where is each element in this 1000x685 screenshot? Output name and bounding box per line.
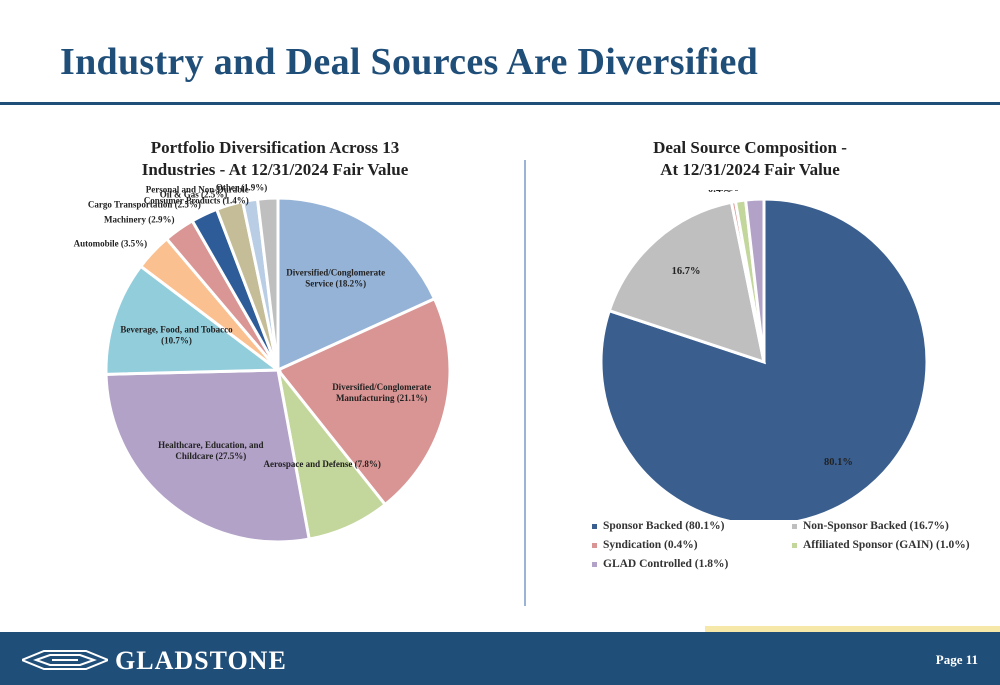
gladstone-logo-icon [22,650,108,670]
title-underline [0,102,1000,105]
deal-source-slice-4 [743,197,766,363]
industry-slice-label-1: Diversified/Conglomerate Manufacturing (2… [332,382,431,403]
legend-item-glad-controlled: GLAD Controlled (1.8%) [592,558,728,570]
industry-slice-1 [275,296,452,507]
deal-source-chart-title: Deal Source Composition - At 12/31/2024 … [575,137,925,181]
industry-slice-label-5: Automobile (3.5%) [74,238,148,248]
legend-swatch [592,542,597,548]
footer-accent-stripe [705,626,1000,632]
page-number: Page 11 [935,652,978,667]
legend-item-syndication: Syndication (0.4%) [592,539,698,551]
legend-item-affiliated-sponsor: Affiliated Sponsor (GAIN) (1.0%) [792,539,970,551]
deal-source-slice-label-1: 16.7% [672,266,701,277]
industry-slice-label-0: Diversified/Conglomerate Service (18.2%) [286,267,385,288]
deal-source-pie-chart: 80.1% 16.7% 0.4%1.0%1.8% [599,190,929,520]
industry-slice-label-4: Beverage, Food, and Tobacco (10.7%) [120,324,233,345]
deal-source-slice-label-0: 80.1% [824,457,853,468]
legend-label: Sponsor Backed (80.1%) [603,520,725,532]
legend-swatch [792,523,797,529]
industry-slice-label-10: Other (1.9%) [216,182,267,192]
deal-source-chart-title-line-2: At 12/31/2024 Fair Value [660,160,840,179]
legend-label: Affiliated Sponsor (GAIN) (1.0%) [803,539,970,551]
industry-chart-title-line-1: Portfolio Diversification Across 13 [150,138,400,157]
deal-source-slice-1 [607,200,766,365]
industry-slice-3 [104,368,311,544]
legend-label: Syndication (0.4%) [603,539,698,551]
legend-item-non-sponsor-backed: Non-Sponsor Backed (16.7%) [792,520,949,532]
legend-item-sponsor-backed: Sponsor Backed (80.1%) [592,520,725,532]
brand-name: GLADSTONE [115,646,287,675]
deal-source-slice-0 [599,197,929,520]
deal-source-chart-title-line-1: Deal Source Composition - [653,138,847,157]
industry-slice-0 [276,196,437,373]
industry-slice-label-2: Aerospace and Defense (7.8%) [264,459,381,469]
industry-slice-label-6: Machinery (2.9%) [104,215,174,225]
page-title: Industry and Deal Sources Are Diversifie… [60,41,759,83]
industry-slice-label-7: Cargo Transportation (2.5%) [88,199,201,209]
industry-slice-label-3: Healthcare, Education, and Childcare (27.… [158,440,263,461]
industry-slice-4 [104,264,283,376]
industry-pie-chart: Diversified/Conglomerate Service (18.2%) D… [74,182,452,544]
legend-label: GLAD Controlled (1.8%) [603,558,729,570]
industry-chart-title-line-2: Industries - At 12/31/2024 Fair Value [141,160,409,179]
legend-label: Non-Sponsor Backed (16.7%) [803,520,949,532]
deal-source-slice-label-2: 0.4% [708,190,732,195]
industry-slice-label-8: Oil & Gas (2.5%) [160,189,228,199]
legend-swatch [592,561,597,567]
industry-chart-title: Portfolio Diversification Across 13 Indu… [80,137,470,181]
deal-source-slice-label-3: 1.0% [715,190,739,194]
industry-slice-10 [255,196,280,371]
footer-bar [0,632,1000,685]
legend-swatch [592,523,597,529]
deal-source-slice-label-4: 1.8% [731,190,755,192]
chart-divider [524,160,526,606]
legend-swatch [792,542,797,548]
industry-slice-label-9: Personal and Non-Durable Consumer Product… [144,184,249,205]
